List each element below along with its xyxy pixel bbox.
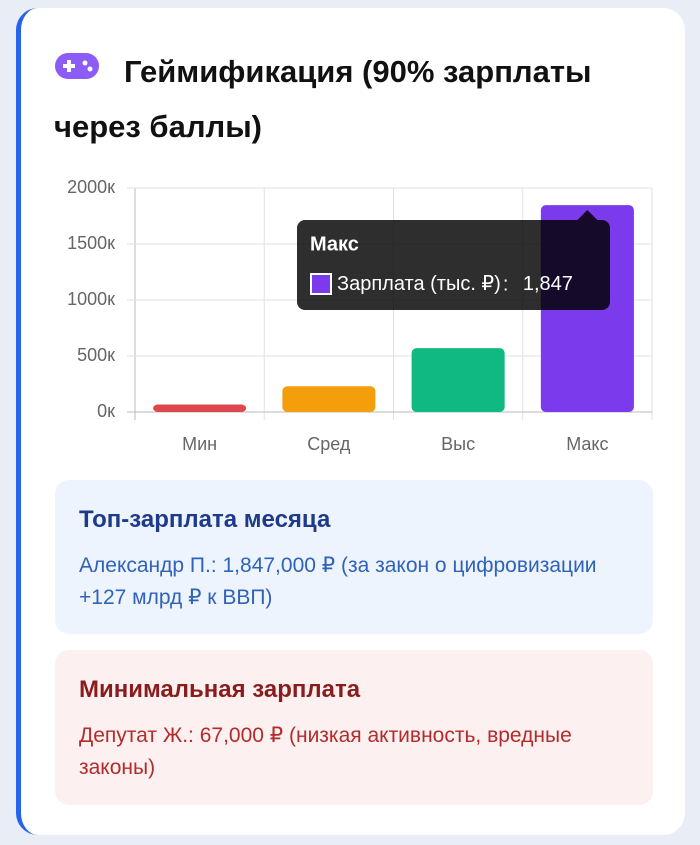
x-tick-label: Выс — [441, 434, 475, 454]
card-text: Депутат Ж.: 67,000 ₽ (низкая активность,… — [79, 724, 572, 779]
x-tick-label: Мин — [182, 434, 217, 454]
tooltip-swatch — [310, 273, 332, 295]
card-title: Топ-зарплата месяца — [79, 506, 331, 533]
tooltip-value: 1,847 — [523, 273, 573, 295]
gamepad-icon — [55, 53, 99, 79]
tooltip-box — [297, 220, 610, 310]
bar — [153, 404, 247, 412]
bar — [411, 348, 505, 412]
y-tick-label: 2000к — [67, 177, 115, 197]
tooltip: Макс Зарплата (тыс. ₽) 1,847: — [297, 210, 610, 310]
y-tick-label: 1000к — [67, 289, 115, 309]
card-text: Александр П.: 1,847,000 ₽ (за закон о ци… — [79, 554, 597, 609]
x-tick-label: Сред — [307, 434, 351, 454]
min-salary-card: Минимальная зарплата Депутат Ж.: 67,000 … — [55, 650, 653, 805]
tooltip-colon: : — [503, 273, 509, 295]
y-tick-label: 1500к — [67, 233, 115, 253]
y-tick-label: 500к — [77, 345, 115, 365]
tooltip-text: Зарплата (тыс. ₽) 1,847 — [337, 273, 573, 295]
tooltip-series: Зарплата (тыс. ₽) — [337, 273, 501, 295]
chart: 0к 500к 1000к 1500к 2000к Мин Сред Выс Макс Макс З… — [67, 177, 653, 454]
bar — [282, 386, 376, 412]
chart-title: Геймификация (90% зарплаты через баллы) — [54, 54, 592, 144]
x-tick-label: Макс — [566, 434, 608, 454]
y-tick-label: 0к — [97, 401, 115, 421]
top-salary-card: Топ-зарплата месяца Александр П.: 1,847,… — [55, 480, 653, 634]
card-title: Минимальная зарплата — [79, 676, 361, 703]
tooltip-arrow — [577, 210, 598, 220]
tooltip-title: Макс — [310, 233, 359, 255]
